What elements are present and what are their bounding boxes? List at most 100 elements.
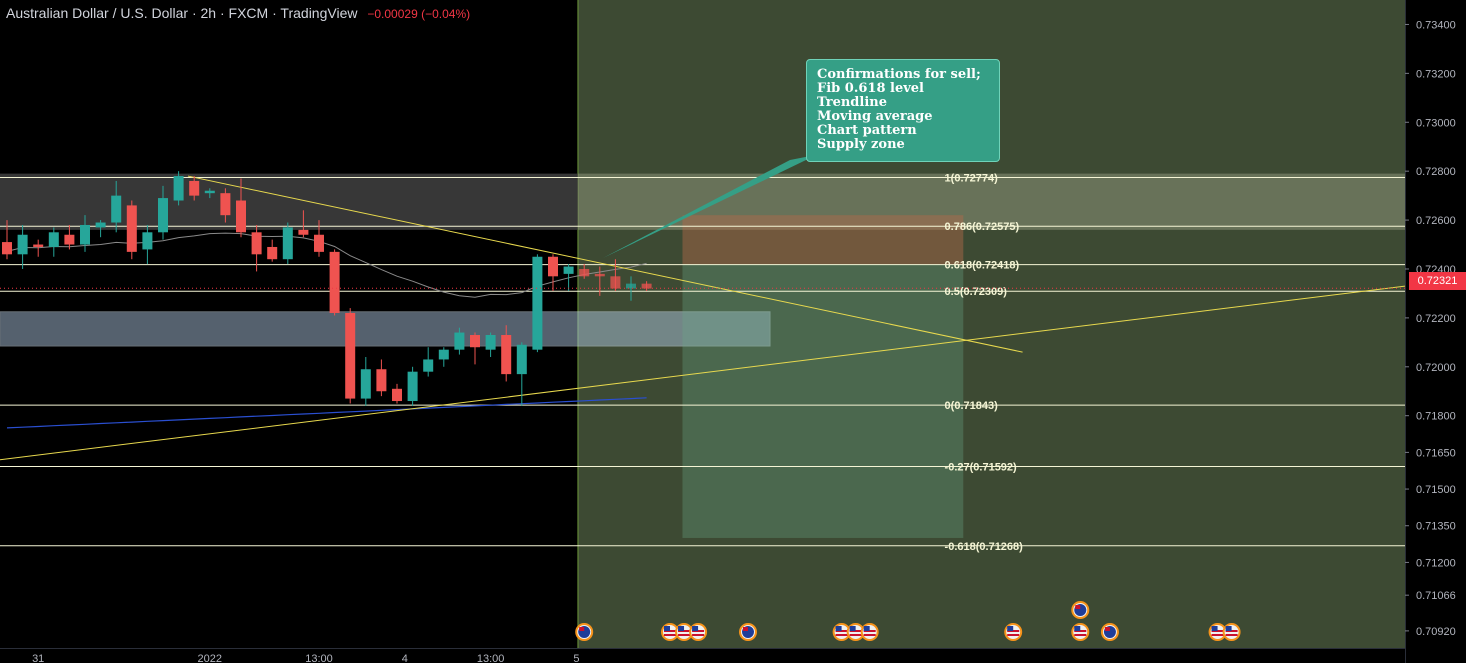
price-tick-label: 0.72600 (1416, 215, 1456, 227)
us-flag-canton (678, 626, 685, 631)
au-flag-canton (1075, 605, 1081, 609)
ascending-trendline (0, 285, 1406, 461)
price-tick-label: 0.71200 (1416, 557, 1456, 569)
price-tick-label: 0.72800 (1416, 166, 1456, 178)
price-tick-label: 0.73200 (1416, 68, 1456, 80)
price-tick-label: 0.72000 (1416, 362, 1456, 374)
au-flag-canton (743, 627, 748, 631)
candle-body (204, 190, 215, 194)
us-flag-stripe (1225, 634, 1238, 636)
candle-body (17, 234, 28, 255)
candle-body (64, 234, 75, 245)
price-tick-label: 0.71500 (1416, 484, 1456, 496)
price-tick-label: 0.73400 (1416, 19, 1456, 31)
candle-body (360, 369, 371, 399)
us-flag-canton (1007, 626, 1014, 631)
price-tick-label: 0.71350 (1416, 521, 1456, 533)
candle-body (626, 283, 636, 289)
time-tick-label: 5 (573, 653, 579, 663)
time-tick-label: 2022 (198, 653, 222, 663)
candle-body (345, 312, 356, 399)
annotation-line: Supply zone (817, 137, 905, 152)
price-tick-label: 0.71066 (1416, 590, 1456, 602)
candle-body (376, 369, 387, 392)
annotation-callout[interactable]: Confirmations for sell; Fib 0.618 level … (806, 59, 1000, 162)
candle-body (641, 283, 652, 289)
us-flag-canton (1211, 626, 1218, 631)
candle-body (594, 273, 605, 277)
candle-body (2, 242, 12, 255)
candle-body (282, 227, 293, 260)
au-flag-canton (579, 627, 585, 631)
candle-body (95, 222, 106, 228)
candle-body (501, 335, 512, 375)
us-flag-stripe (1211, 634, 1224, 636)
annotation-line: Chart pattern (817, 123, 917, 138)
candle-body (438, 349, 449, 360)
supply-zone (0, 173, 578, 230)
fib-retracement[interactable]: 1(0.72774) 0.786(0.72575) 0.618(0.72418) 0.… (0, 173, 1405, 553)
candle-body (251, 232, 262, 255)
us-flag-canton (1225, 626, 1232, 631)
annotation-line: Trendline (817, 95, 887, 110)
time-tick-label: 13:00 (305, 653, 333, 663)
us-flag-stripe (692, 634, 705, 636)
candle-body (532, 256, 543, 350)
symbol-header: Australian Dollar / U.S. Dollar · 2h · F… (6, 5, 471, 21)
candle-body (267, 246, 278, 260)
candle-body (454, 332, 465, 350)
price-tick-label: 0.70920 (1416, 626, 1456, 638)
fib-level-label: 0.5(0.72309) (945, 286, 1008, 298)
time-tick-label: 4 (402, 653, 408, 663)
interval[interactable]: 2h (200, 5, 217, 21)
fib-level-label: -0.618(0.71268) (945, 541, 1024, 553)
us-flag-canton (835, 626, 842, 631)
us-flag-stripe (835, 634, 848, 636)
price-change: −0.00029 (−0.04%) (367, 7, 471, 21)
current-price-tag: 0.72321 (1409, 272, 1466, 290)
candle-body (392, 388, 402, 402)
candle-body (48, 232, 59, 247)
price-axis-panel (1405, 0, 1466, 663)
fib-level-label: -0.27(0.71592) (945, 462, 1017, 474)
us-flag-stripe (1074, 634, 1087, 636)
candle-body (516, 344, 527, 375)
candle-body (563, 266, 574, 274)
fib-level-label: 0.786(0.72575) (945, 221, 1020, 233)
candle-body (126, 205, 137, 252)
time-axis-panel (0, 648, 1405, 663)
trendlines[interactable] (0, 151, 1406, 461)
candle-body (470, 335, 480, 348)
us-flag-stripe (1007, 634, 1020, 636)
fib-level-label: 1(0.72774) (945, 173, 999, 185)
candle-body (329, 251, 340, 313)
price-tick-label: 0.73000 (1416, 117, 1456, 129)
annotation-line: Confirmations for sell; (817, 67, 981, 82)
candle-body (173, 176, 184, 201)
us-flag-stripe (678, 634, 691, 636)
candle-body (80, 224, 90, 245)
moving-average-blue (6, 397, 647, 429)
candle-body (485, 335, 496, 350)
take-profit-box (682, 264, 964, 538)
us-flag-canton (863, 626, 870, 631)
candles (0, 171, 1405, 406)
symbol-name: Australian Dollar / U.S. Dollar (6, 5, 189, 21)
economic-events[interactable] (575, 601, 1241, 641)
us-flag-stripe (849, 634, 862, 636)
candle-body (298, 229, 309, 235)
us-flag-stripe (664, 634, 676, 636)
candle-body (407, 371, 418, 402)
candle-body (610, 276, 621, 289)
us-flag-canton (1074, 626, 1081, 631)
candle-body (236, 200, 246, 233)
candle-body (423, 359, 434, 372)
us-flag-canton (664, 626, 670, 631)
candle-body (548, 256, 558, 277)
us-flag-stripe (863, 634, 876, 636)
us-flag-canton (849, 626, 856, 631)
price-tick-label: 0.71800 (1416, 411, 1456, 423)
descending-trendline (187, 175, 1023, 353)
